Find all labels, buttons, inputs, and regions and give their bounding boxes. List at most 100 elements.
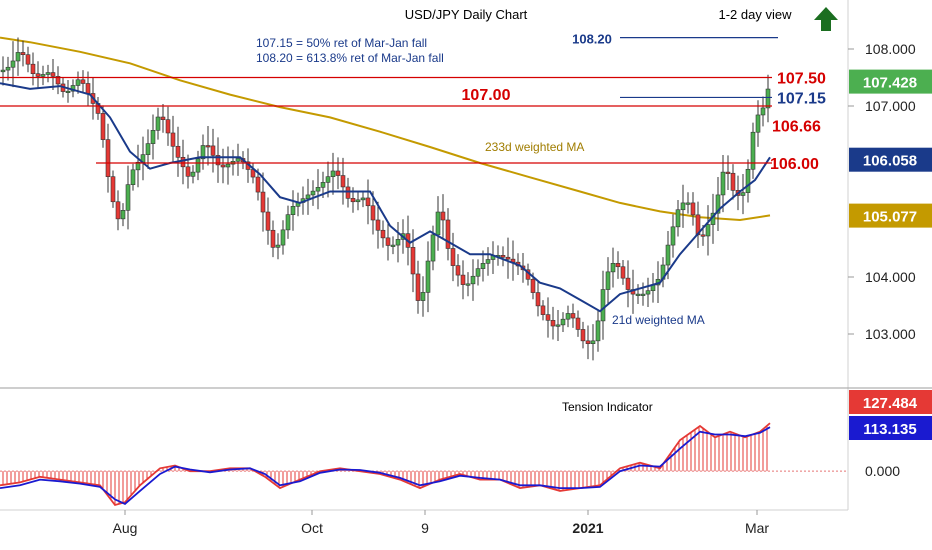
candle-body bbox=[30, 63, 36, 74]
candle-body bbox=[635, 293, 641, 296]
candle-body bbox=[465, 283, 471, 286]
candle-body bbox=[640, 293, 646, 296]
candle-body bbox=[420, 292, 426, 301]
candle-body bbox=[50, 72, 56, 77]
candle-body bbox=[550, 320, 556, 327]
candle-body bbox=[375, 219, 381, 231]
candle-body bbox=[330, 170, 336, 177]
candle-body bbox=[535, 292, 541, 307]
price-badge bbox=[849, 147, 932, 172]
candle-body bbox=[750, 131, 756, 170]
candle-body bbox=[25, 54, 31, 65]
candle-body bbox=[615, 263, 621, 268]
price-badge bbox=[849, 69, 932, 94]
candle-body bbox=[340, 175, 346, 188]
candle-body bbox=[280, 229, 286, 246]
time-tick-label: Aug bbox=[113, 520, 138, 536]
candle-body bbox=[130, 169, 136, 185]
candle-body bbox=[580, 329, 586, 342]
candle-body bbox=[0, 69, 6, 73]
level-label: 107.00 bbox=[462, 87, 511, 104]
price-badge-label: 107.428 bbox=[863, 75, 917, 92]
price-tick-label: 107.000 bbox=[865, 98, 916, 114]
candle-body bbox=[730, 172, 736, 191]
level-label: 107.15 bbox=[777, 90, 826, 107]
candle-body bbox=[5, 66, 11, 71]
candle-body bbox=[745, 168, 751, 193]
axes-layer: 108.000 107.000 104.000 103.000 107.428 106.0… bbox=[113, 41, 932, 536]
candle-body bbox=[540, 305, 546, 315]
candle-body bbox=[425, 260, 431, 293]
candle-body bbox=[705, 224, 711, 237]
levels-layer: 107.50 107.00 106.00 108.20 107.15 106.66 bbox=[0, 32, 826, 173]
candle-body bbox=[195, 158, 201, 173]
candle-body bbox=[370, 205, 376, 221]
candle-body bbox=[265, 211, 271, 231]
view-label: 1-2 day view bbox=[719, 7, 793, 22]
price-tick-label: 104.000 bbox=[865, 269, 916, 285]
candle-body bbox=[215, 155, 221, 166]
price-badge-label: 105.077 bbox=[863, 209, 917, 226]
candle-body bbox=[200, 145, 206, 160]
candle-body bbox=[755, 114, 761, 133]
candle-body bbox=[720, 171, 726, 196]
candle-body bbox=[275, 244, 281, 248]
candle-body bbox=[455, 265, 461, 276]
candle-body bbox=[690, 202, 696, 216]
candle-body bbox=[360, 197, 366, 201]
candle-body bbox=[180, 157, 186, 168]
candle-body bbox=[700, 234, 706, 237]
candle-body bbox=[115, 201, 121, 220]
ma233-line bbox=[0, 36, 771, 222]
candle-body bbox=[190, 171, 196, 177]
candle-body bbox=[120, 210, 126, 220]
price-layer bbox=[0, 37, 771, 361]
candle-body bbox=[185, 166, 191, 177]
candle-body bbox=[555, 324, 561, 327]
candle-body bbox=[235, 158, 241, 162]
candle-body bbox=[390, 244, 396, 247]
candle-body bbox=[145, 143, 151, 155]
candle-body bbox=[350, 198, 356, 203]
tension-red-line bbox=[0, 422, 771, 507]
candle-body bbox=[325, 176, 331, 183]
candle-body bbox=[165, 119, 171, 134]
candle-body bbox=[715, 194, 721, 214]
candle-body bbox=[625, 277, 631, 290]
candle-body bbox=[150, 130, 156, 144]
time-tick-label: Oct bbox=[301, 520, 323, 536]
candle-body bbox=[665, 244, 671, 266]
tension-badge-label: 127.484 bbox=[863, 395, 918, 412]
candle-body bbox=[255, 176, 261, 193]
candle-body bbox=[675, 209, 681, 228]
candle-body bbox=[175, 145, 181, 158]
candle-body bbox=[105, 139, 111, 177]
candle-body bbox=[585, 340, 591, 344]
candle-body bbox=[530, 278, 536, 293]
candle-body bbox=[10, 60, 16, 68]
candle-body bbox=[365, 197, 371, 207]
candle-body bbox=[415, 273, 421, 301]
candle-body bbox=[80, 79, 86, 84]
candle-body bbox=[680, 202, 686, 211]
candle-body bbox=[320, 182, 326, 188]
candle-body bbox=[610, 263, 616, 273]
candle-body bbox=[285, 214, 291, 231]
candle-body bbox=[65, 90, 71, 93]
price-tick-label: 103.000 bbox=[865, 326, 916, 342]
candle-body bbox=[605, 271, 611, 290]
tension-blue-line bbox=[0, 426, 771, 505]
level-label: 107.50 bbox=[777, 71, 826, 88]
candle-body bbox=[570, 313, 576, 319]
candle-body bbox=[670, 226, 676, 246]
candle-body bbox=[100, 113, 106, 140]
tension-badge bbox=[849, 390, 932, 414]
note-2: 108.20 = 613.8% ret of Mar-Jan fall bbox=[256, 51, 444, 65]
candle-body bbox=[485, 259, 491, 264]
candle-body bbox=[740, 192, 746, 196]
candle-body bbox=[205, 145, 211, 148]
candle-body bbox=[645, 290, 651, 295]
level-label: 106.66 bbox=[772, 118, 821, 135]
candle-body bbox=[500, 255, 506, 258]
